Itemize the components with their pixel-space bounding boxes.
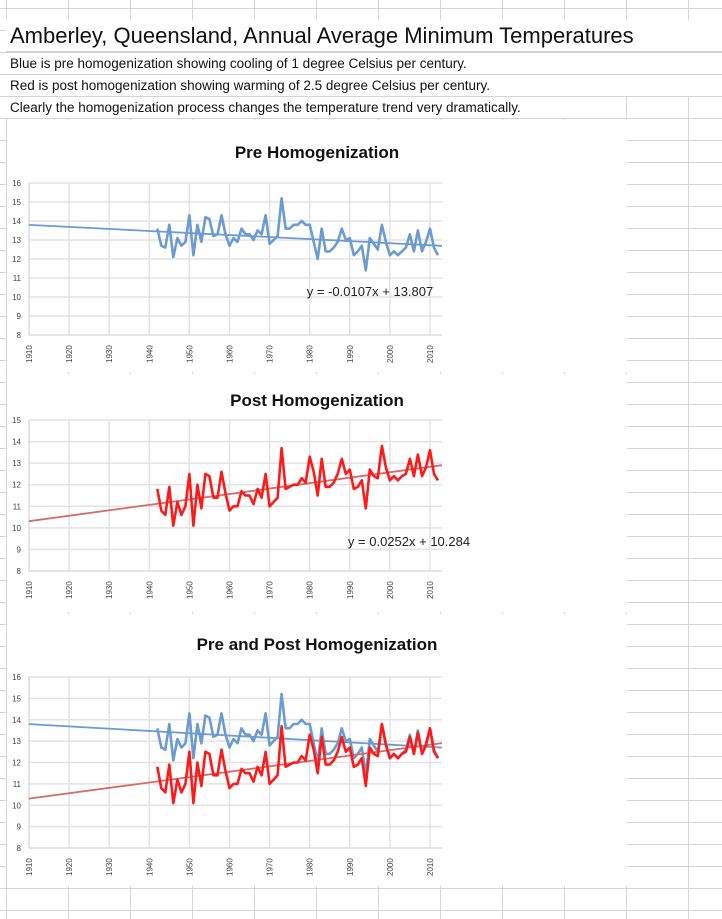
- x-tick-label: 1940: [145, 345, 154, 363]
- y-tick-label: 15: [12, 694, 21, 703]
- y-tick-label: 8: [17, 844, 22, 853]
- note-line-2[interactable]: Red is post homogenization showing warmi…: [6, 75, 722, 97]
- y-tick-label: 10: [12, 293, 21, 302]
- x-tick-label: 1950: [185, 581, 194, 599]
- y-tick-label: 12: [12, 759, 21, 768]
- x-tick-label: 2010: [426, 581, 435, 599]
- x-tick-label: 1970: [266, 581, 275, 599]
- y-tick-label: 12: [12, 255, 21, 264]
- x-tick-label: 1960: [225, 858, 234, 876]
- y-tick-label: 10: [12, 524, 21, 533]
- x-tick-label: 1990: [346, 581, 355, 599]
- x-tick-label: 1930: [105, 858, 114, 876]
- x-tick-label: 1990: [346, 345, 355, 363]
- post-trendline: [28, 464, 443, 523]
- pre-series-line: [156, 196, 440, 272]
- x-tick-label: 1920: [65, 345, 74, 363]
- y-tick-label: 15: [12, 198, 21, 207]
- chart-pre-and-post-homogenization[interactable]: Pre and Post Homogenization 8 9 10 11 12 13 14 1…: [7, 614, 627, 886]
- x-tick-label: 1910: [25, 581, 34, 599]
- post-series-line: [156, 444, 440, 527]
- x-tick-label: 1920: [65, 581, 74, 599]
- chart-svg: Pre Homogenization 8 9 10 11 12 13 14 15 16 1910 19…: [12, 143, 443, 363]
- x-tick-label: 2000: [386, 345, 395, 363]
- post-series-line: [156, 722, 440, 805]
- x-tick-label: 1950: [185, 858, 194, 876]
- y-tick-label: 10: [12, 801, 21, 810]
- y-tick-label: 11: [13, 502, 22, 511]
- x-tick-label: 1990: [346, 858, 355, 876]
- chart-svg: Pre and Post Homogenization 8 9 10 11 12 13 14 1…: [12, 635, 443, 876]
- note-line-3[interactable]: Clearly the homogenization process chang…: [6, 97, 626, 119]
- x-tick-label: 1920: [65, 858, 74, 876]
- x-tick-label: 1910: [25, 858, 34, 876]
- y-tick-label: 13: [12, 236, 21, 245]
- x-tick-label: 1980: [306, 581, 315, 599]
- chart-svg: Post Homogenization 8 9 10 11 12 13 14 15 1910 192…: [12, 391, 470, 599]
- y-tick-label: 8: [17, 567, 22, 576]
- x-tick-label: 2010: [426, 345, 435, 363]
- y-tick-label: 14: [12, 716, 21, 725]
- y-tick-label: 14: [12, 217, 21, 226]
- y-tick-label: 15: [12, 416, 21, 425]
- x-tick-label: 1930: [105, 345, 114, 363]
- x-tick-label: 1970: [266, 858, 275, 876]
- x-tick-label: 1970: [266, 345, 275, 363]
- x-tick-label: 1960: [225, 345, 234, 363]
- y-tick-label: 8: [17, 331, 22, 340]
- x-tick-label: 2000: [386, 581, 395, 599]
- post-trendline: [28, 742, 443, 800]
- chart-title: Pre and Post Homogenization: [197, 635, 438, 654]
- trendline-equation: y = -0.0107x + 13.807: [307, 284, 433, 299]
- y-tick-label: 13: [12, 459, 21, 468]
- y-tick-label: 9: [17, 823, 22, 832]
- y-tick-label: 16: [12, 673, 21, 682]
- y-tick-label: 16: [12, 179, 21, 188]
- note-line-1[interactable]: Blue is pre homogenization showing cooli…: [6, 53, 722, 75]
- y-tick-label: 11: [13, 274, 22, 283]
- trendline-equation: y = 0.0252x + 10.284: [348, 534, 470, 549]
- x-tick-label: 1950: [185, 345, 194, 363]
- sheet-title[interactable]: Amberley, Queensland, Annual Average Min…: [6, 20, 722, 52]
- x-tick-label: 1940: [145, 581, 154, 599]
- y-tick-label: 13: [12, 737, 21, 746]
- y-tick-label: 9: [17, 312, 22, 321]
- x-tick-label: 1980: [306, 345, 315, 363]
- x-tick-label: 1930: [105, 581, 114, 599]
- chart-post-homogenization[interactable]: Post Homogenization 8 9 10 11 12 13 14 15 1910 192…: [7, 374, 627, 612]
- y-tick-label: 14: [12, 438, 21, 447]
- y-tick-label: 12: [12, 481, 21, 490]
- x-tick-label: 1910: [25, 345, 34, 363]
- y-tick-label: 9: [17, 545, 22, 554]
- x-tick-label: 1940: [145, 858, 154, 876]
- chart-title: Pre Homogenization: [235, 143, 399, 162]
- chart-title: Post Homogenization: [230, 391, 404, 410]
- y-tick-label: 11: [13, 780, 22, 789]
- x-tick-label: 1980: [306, 858, 315, 876]
- x-tick-label: 2000: [386, 858, 395, 876]
- x-tick-label: 2010: [426, 858, 435, 876]
- chart-pre-homogenization[interactable]: Pre Homogenization 8 9 10 11 12 13 14 15 16 1910 19…: [7, 120, 627, 372]
- x-tick-label: 1960: [225, 581, 234, 599]
